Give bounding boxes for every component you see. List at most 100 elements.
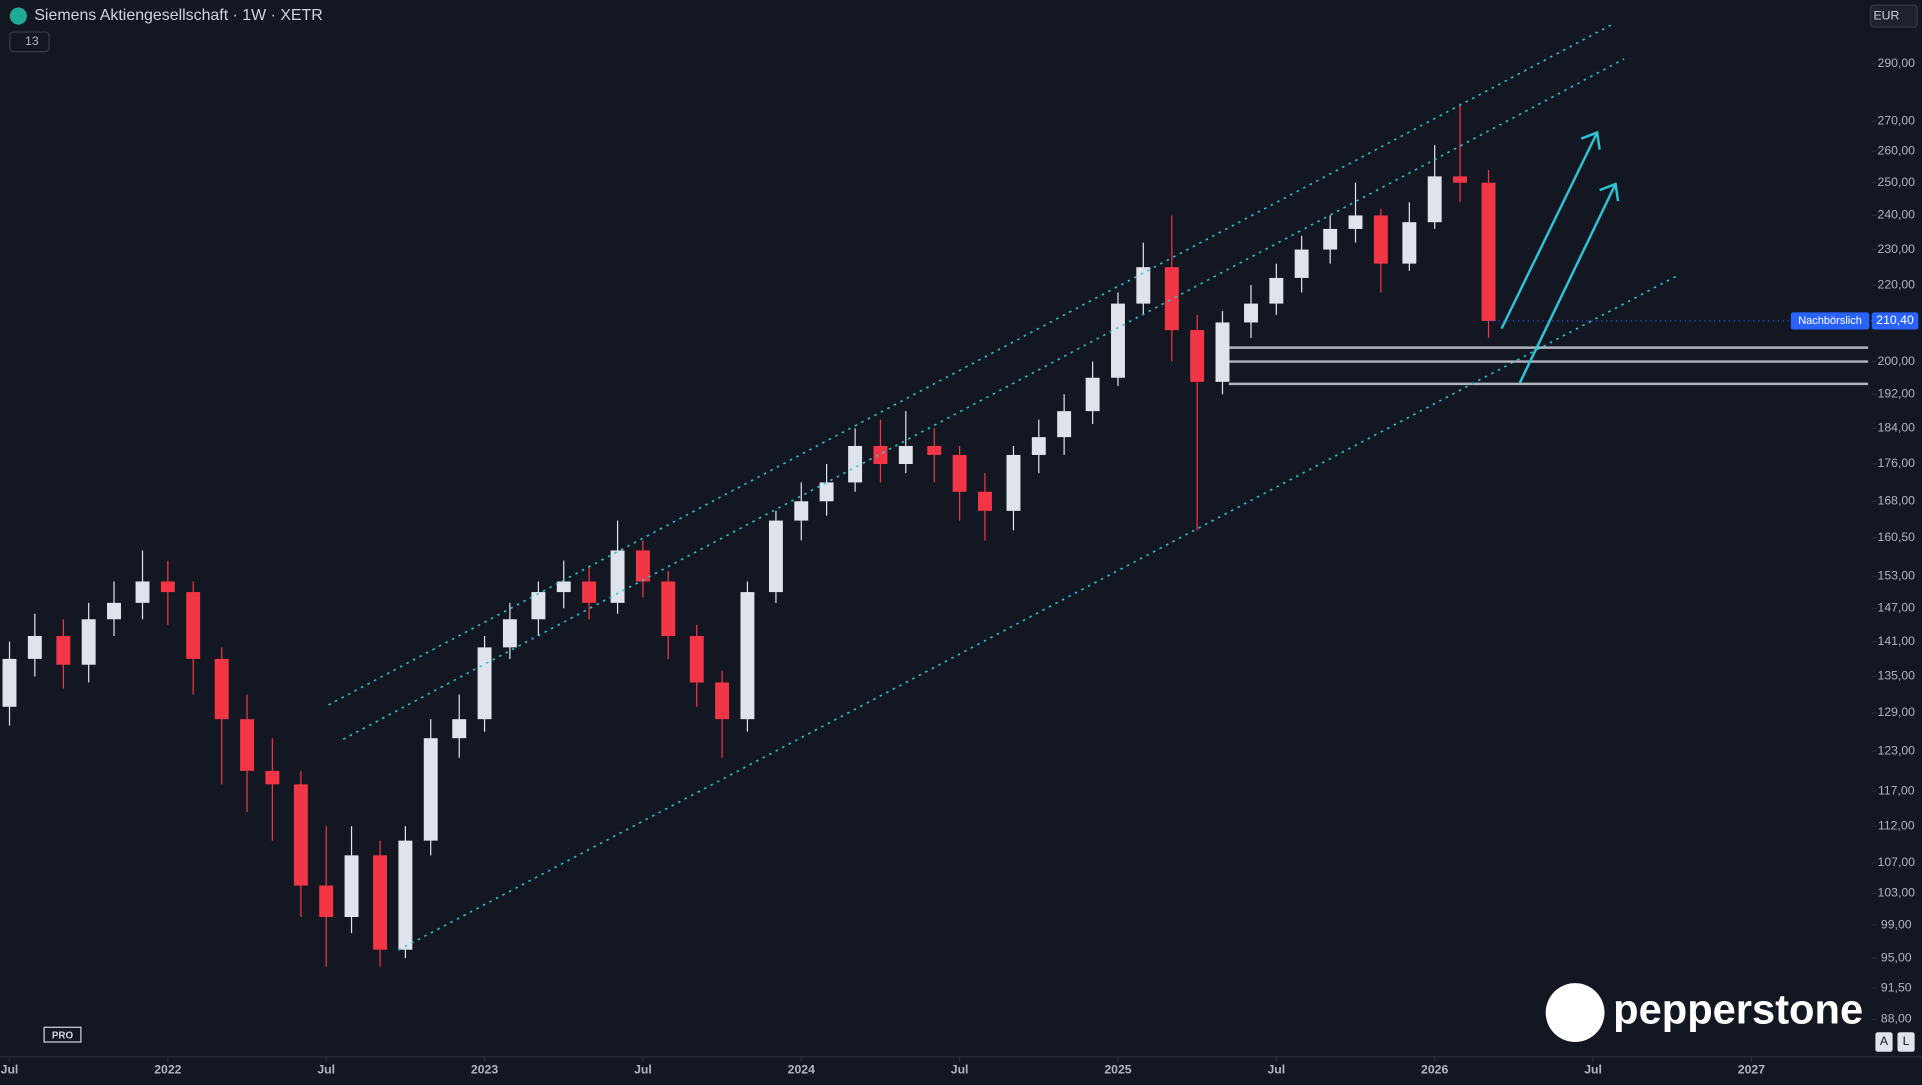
y-tick-label: 176,00 — [1878, 456, 1916, 470]
candle-body — [1111, 303, 1125, 378]
candle-body — [582, 581, 597, 603]
y-tick-label: 103,00 — [1878, 886, 1916, 900]
candle-body — [81, 619, 96, 665]
last-price-label: Nachbörslich — [1798, 315, 1862, 327]
candle-body — [1031, 437, 1046, 455]
candle-body — [1136, 267, 1151, 304]
y-tick-label: 91,50 — [1881, 980, 1912, 994]
y-tick-label: 99,00 — [1881, 917, 1912, 931]
candle-body — [661, 581, 676, 637]
chart-title: Siemens Aktiengesellschaft · 1W · XETR — [34, 7, 322, 24]
plot — [2, 103, 1869, 967]
candle-body — [2, 658, 17, 707]
y-tick-label: 168,00 — [1878, 494, 1916, 508]
candle-body — [1348, 215, 1363, 229]
candle-body — [1244, 303, 1258, 323]
x-tick-label: Jul — [951, 1062, 969, 1076]
candle-body — [819, 482, 834, 502]
candle-body — [1323, 228, 1338, 250]
candle-body — [265, 770, 280, 785]
candle-body — [214, 658, 229, 720]
y-tick-label: 290,00 — [1878, 56, 1916, 70]
y-tick-label: 123,00 — [1878, 743, 1916, 757]
candle-body — [398, 840, 413, 950]
candle-body — [423, 738, 438, 841]
scale-button[interactable] — [1875, 1032, 1893, 1052]
candle-body — [768, 520, 783, 593]
y-tick-label: 200,00 — [1878, 354, 1916, 368]
candle-body — [898, 445, 913, 464]
badge-box — [43, 1026, 82, 1043]
candle-body — [689, 636, 704, 683]
candle-body — [502, 619, 517, 648]
candle-body — [452, 719, 467, 739]
last-price-tag — [1790, 312, 1870, 330]
candle-body — [1006, 454, 1021, 511]
candle-body — [1215, 322, 1230, 382]
x-tick-label: 2022 — [154, 1062, 181, 1076]
y-tick-label: 184,00 — [1878, 421, 1916, 435]
y-tick-label: 135,00 — [1878, 669, 1916, 683]
y-tick-label: 240,00 — [1878, 208, 1916, 222]
candle-body — [1427, 176, 1442, 223]
arrow — [1500, 130, 1601, 330]
candle-body — [477, 647, 492, 720]
y-tick-label: 88,00 — [1881, 1012, 1912, 1026]
scale-button-label[interactable]: A — [1880, 1034, 1889, 1048]
indicator-toggle[interactable] — [9, 31, 50, 53]
x-tick-label: Jul — [1, 1062, 19, 1076]
channel — [328, 23, 1678, 951]
price-tag — [1871, 312, 1919, 330]
candle-body — [1057, 411, 1072, 438]
x-tick-label: 2026 — [1421, 1062, 1448, 1076]
candle-body — [848, 445, 863, 483]
y-tick-label: 270,00 — [1878, 113, 1916, 127]
candle-body — [319, 885, 334, 917]
candle-body — [1453, 176, 1467, 183]
scale-button-label[interactable]: L — [1903, 1034, 1910, 1048]
candle-body — [1190, 330, 1205, 382]
candle-body — [56, 636, 71, 665]
candle-body — [186, 592, 201, 659]
candle-body — [740, 592, 755, 720]
x-tick-label: 2027 — [1738, 1062, 1765, 1076]
y-tick-label: 141,00 — [1878, 634, 1916, 648]
last-price-value: 210,40 — [1876, 313, 1914, 327]
candle-body — [927, 445, 942, 455]
y-tick-label: 230,00 — [1878, 242, 1916, 256]
candle-body — [1085, 377, 1100, 412]
y-tick-label: 129,00 — [1878, 705, 1916, 719]
y-tick-label: 117,00 — [1878, 783, 1915, 797]
x-tick-label: Jul — [317, 1062, 335, 1076]
x-tick-label: 2023 — [471, 1062, 498, 1076]
badge: PRO — [52, 1030, 74, 1041]
candle-body — [293, 784, 308, 886]
candle-body — [715, 682, 730, 720]
brand-logo — [1545, 983, 1605, 1042]
x-tick-label: Jul — [634, 1062, 652, 1076]
indicator-count[interactable]: 13 — [25, 34, 39, 48]
candle-body — [27, 636, 42, 659]
y-tick-label: 192,00 — [1878, 387, 1916, 401]
candle-body — [794, 501, 809, 521]
brand: pepperstone — [1613, 986, 1863, 1033]
candle-body — [610, 550, 625, 603]
candle-body — [240, 719, 254, 771]
candle-body — [1164, 267, 1179, 331]
currency-button[interactable] — [1869, 4, 1918, 28]
currency[interactable]: EUR — [1874, 8, 1900, 22]
candle-body — [977, 491, 992, 511]
candle-body — [373, 855, 388, 950]
scale-button[interactable] — [1897, 1032, 1915, 1052]
x-tick-label: 2025 — [1104, 1062, 1131, 1076]
y-tick-label: 153,00 — [1878, 568, 1916, 582]
arrows — [1500, 130, 1620, 384]
price-axis — [1871, 0, 1922, 1057]
candle-body — [107, 602, 121, 620]
candle-body — [1402, 222, 1417, 264]
candle-body — [556, 581, 571, 593]
y-tick-label: 147,00 — [1878, 601, 1916, 615]
candle-body — [160, 581, 175, 593]
y-tick-label: 95,00 — [1881, 950, 1912, 964]
